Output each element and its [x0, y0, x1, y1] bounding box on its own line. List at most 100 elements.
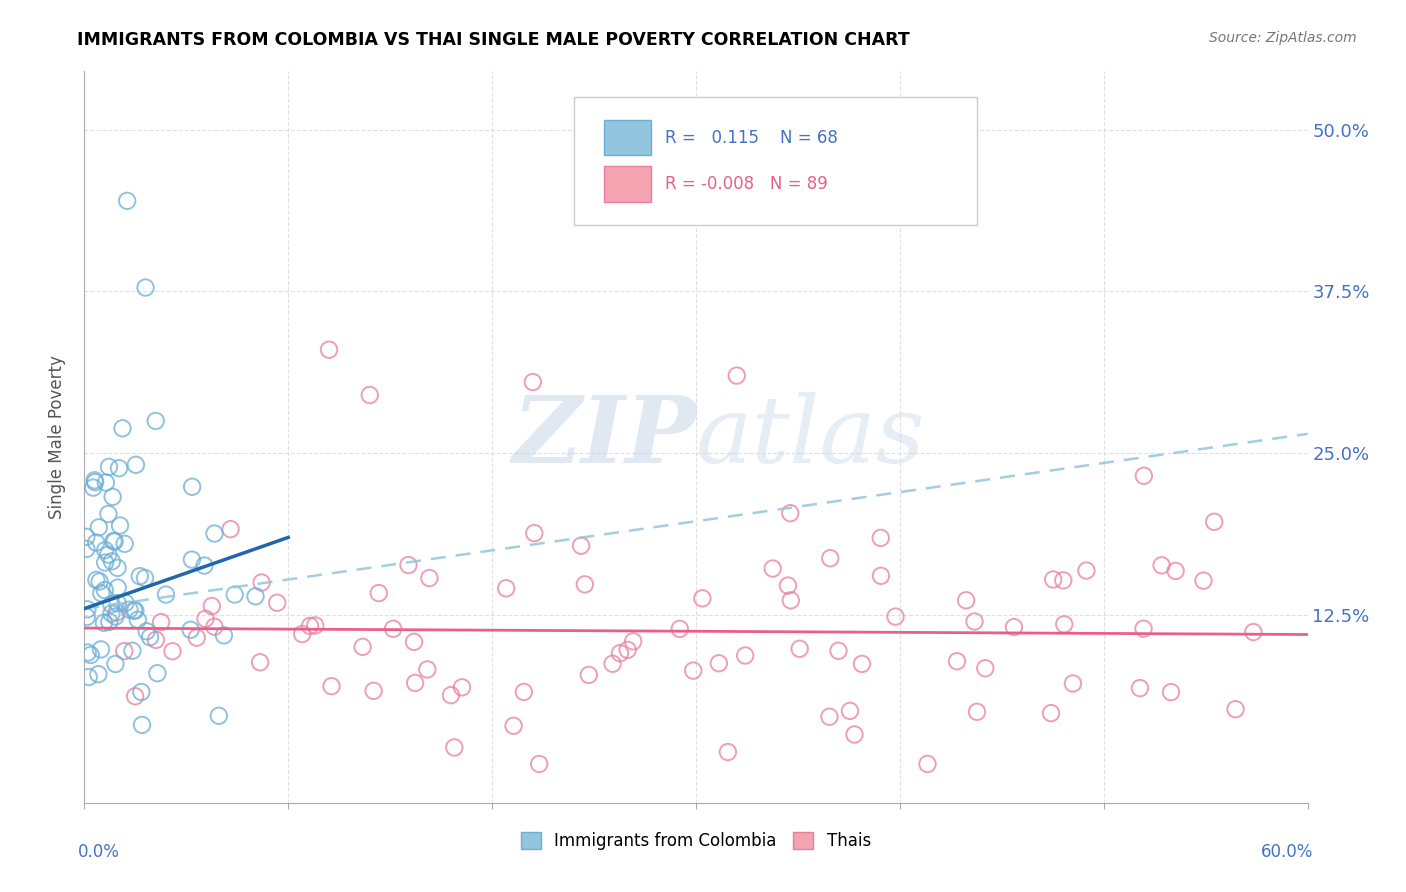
Point: [145, 632, 167, 647]
Point: [717, 745, 740, 759]
Point: [1241, 625, 1264, 640]
Point: [94, 583, 117, 598]
Point: [870, 569, 893, 583]
Point: [692, 591, 714, 606]
Point: [1129, 681, 1152, 695]
Point: [162, 644, 184, 658]
Point: [80, 648, 103, 662]
Point: [523, 526, 546, 541]
Point: [1132, 622, 1154, 636]
Point: [527, 756, 550, 771]
Point: [146, 666, 169, 681]
Point: [87, 667, 110, 681]
Point: [1204, 515, 1226, 529]
Text: R =   0.115    N = 68: R = 0.115 N = 68: [665, 129, 838, 147]
Point: [668, 622, 690, 636]
Point: [180, 623, 202, 637]
Point: [111, 421, 134, 435]
Point: [578, 668, 600, 682]
Point: [707, 657, 730, 671]
Point: [84, 535, 107, 549]
Point: [76, 602, 98, 616]
Point: [298, 619, 321, 633]
Point: [513, 685, 536, 699]
Point: [725, 368, 748, 383]
Point: [87, 520, 110, 534]
Point: [1192, 574, 1215, 588]
Point: [318, 343, 340, 357]
Point: [946, 654, 969, 668]
Point: [194, 612, 217, 626]
Point: [107, 561, 129, 575]
Point: [569, 539, 592, 553]
Point: [734, 648, 756, 663]
Point: [97, 507, 120, 521]
Point: [249, 655, 271, 669]
Point: [844, 727, 866, 741]
Point: [574, 577, 596, 591]
Point: [131, 685, 153, 699]
Point: [974, 661, 997, 675]
Point: [181, 552, 204, 566]
Point: [181, 480, 204, 494]
Point: [107, 596, 129, 610]
Text: atlas: atlas: [696, 392, 925, 482]
Point: [418, 571, 440, 585]
Point: [75, 530, 97, 544]
Point: [193, 558, 215, 573]
Point: [212, 628, 235, 642]
Point: [118, 603, 141, 617]
Point: [820, 551, 842, 566]
Point: [963, 615, 986, 629]
Point: [105, 605, 128, 619]
Point: [83, 473, 105, 487]
Point: [1042, 573, 1064, 587]
Point: [682, 664, 704, 678]
Point: [250, 575, 273, 590]
Point: [135, 624, 157, 639]
Point: [616, 643, 638, 657]
Point: [202, 620, 225, 634]
Point: [135, 280, 157, 294]
Point: [291, 627, 314, 641]
Point: [1040, 706, 1063, 720]
Point: [1133, 468, 1156, 483]
Text: R = -0.008   N = 89: R = -0.008 N = 89: [665, 175, 828, 193]
Point: [966, 705, 988, 719]
Point: [363, 683, 385, 698]
Point: [321, 679, 343, 693]
Point: [84, 475, 107, 490]
Point: [104, 534, 127, 549]
Point: [75, 541, 97, 556]
Point: [128, 569, 150, 583]
Point: [115, 194, 138, 208]
Point: [776, 578, 799, 592]
Point: [124, 603, 146, 617]
Point: [851, 657, 873, 671]
Point: [1076, 564, 1098, 578]
Point: [97, 548, 120, 562]
Point: [1150, 558, 1173, 573]
Point: [134, 571, 156, 585]
Point: [955, 593, 977, 607]
Point: [762, 561, 785, 575]
Point: [131, 718, 153, 732]
Point: [103, 534, 125, 549]
Point: [440, 688, 463, 702]
Point: [219, 522, 242, 536]
Point: [367, 586, 389, 600]
Point: [402, 635, 425, 649]
Point: [90, 586, 112, 600]
Point: [352, 640, 374, 654]
Point: [114, 537, 136, 551]
Point: [94, 475, 117, 490]
Point: [1225, 702, 1247, 716]
Point: [522, 375, 544, 389]
Point: [100, 607, 122, 621]
Point: [112, 644, 135, 658]
Point: [125, 458, 148, 472]
Point: [1053, 617, 1076, 632]
Point: [839, 704, 862, 718]
Point: [107, 581, 129, 595]
Point: [602, 657, 624, 671]
